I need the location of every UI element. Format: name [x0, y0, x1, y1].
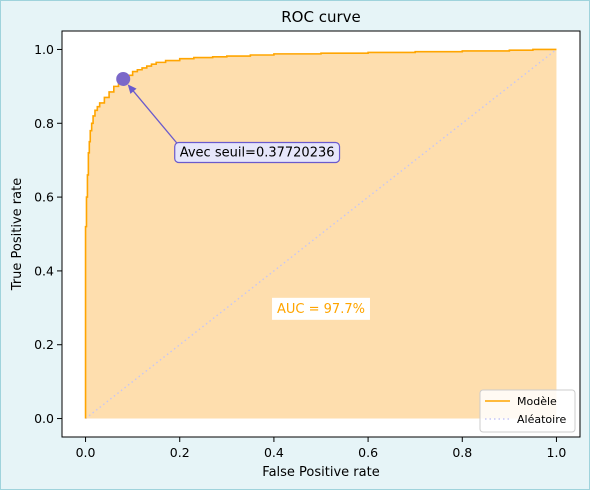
y-axis-ticks: 0.0 0.2 0.4 0.6 0.8 1.0 — [34, 42, 62, 426]
x-axis-ticks: 0.0 0.2 0.4 0.6 0.8 1.0 — [76, 437, 567, 460]
x-axis-label: False Positive rate — [262, 465, 379, 480]
x-tick-label: 0.0 — [76, 445, 96, 460]
legend: Modèle Aléatoire — [479, 389, 576, 433]
y-tick-label: 0.0 — [34, 411, 54, 426]
y-tick-label: 0.8 — [34, 116, 54, 131]
y-tick-label: 0.6 — [34, 190, 54, 205]
plot-border — [61, 30, 581, 438]
annotation-arrowhead — [127, 84, 137, 94]
random-diagonal-line — [85, 48, 557, 420]
legend-label-random: Aléatoire — [517, 413, 566, 426]
annotation-arrow — [131, 88, 181, 147]
y-tick-label: 0.2 — [34, 337, 54, 352]
chart-title: ROC curve — [281, 8, 361, 26]
legend-label-model: Modèle — [517, 395, 557, 408]
auc-label: AUC = 97.7% — [277, 302, 365, 317]
auc-label-box — [272, 297, 370, 320]
x-tick-label: 1.0 — [547, 445, 567, 460]
annotation-text: Avec seuil=0.37720236 — [180, 145, 335, 160]
y-axis-label: True Positive rate — [10, 178, 25, 291]
annotation-box — [174, 141, 341, 164]
x-tick-label: 0.6 — [358, 445, 378, 460]
y-tick-label: 1.0 — [34, 42, 54, 57]
x-tick-label: 0.4 — [264, 445, 284, 460]
roc-curve-line — [84, 48, 557, 419]
x-tick-label: 0.2 — [170, 445, 190, 460]
threshold-point — [116, 71, 131, 86]
x-tick-label: 0.8 — [452, 445, 472, 460]
y-tick-label: 0.4 — [34, 263, 54, 278]
